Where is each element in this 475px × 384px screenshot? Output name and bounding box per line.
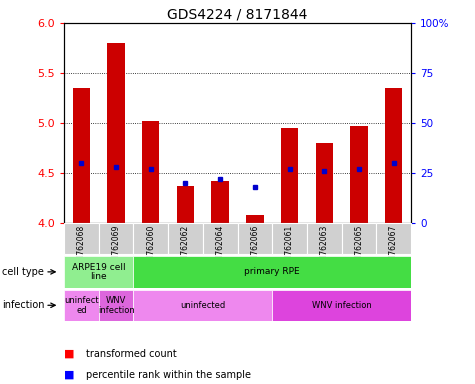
FancyBboxPatch shape: [99, 290, 133, 321]
Bar: [107, 43, 125, 223]
FancyBboxPatch shape: [307, 223, 342, 254]
Bar: [177, 186, 194, 223]
Bar: [281, 128, 298, 223]
Text: GSM762060: GSM762060: [146, 224, 155, 271]
FancyBboxPatch shape: [272, 223, 307, 254]
Text: GSM762062: GSM762062: [181, 224, 190, 271]
Text: GSM762065: GSM762065: [354, 224, 363, 271]
Bar: [315, 143, 333, 223]
Text: GSM762066: GSM762066: [250, 224, 259, 271]
FancyBboxPatch shape: [342, 223, 376, 254]
FancyBboxPatch shape: [376, 223, 411, 254]
FancyBboxPatch shape: [133, 223, 168, 254]
Text: GSM762067: GSM762067: [389, 224, 398, 271]
FancyBboxPatch shape: [64, 223, 99, 254]
Text: uninfect
ed: uninfect ed: [64, 296, 99, 314]
Text: WNV infection: WNV infection: [312, 301, 371, 310]
FancyBboxPatch shape: [238, 223, 272, 254]
FancyBboxPatch shape: [64, 256, 133, 288]
Text: infection: infection: [2, 300, 45, 310]
Bar: [246, 215, 264, 223]
FancyBboxPatch shape: [133, 290, 272, 321]
Text: GSM762064: GSM762064: [216, 224, 225, 271]
FancyBboxPatch shape: [203, 223, 238, 254]
FancyBboxPatch shape: [99, 223, 133, 254]
Bar: [73, 88, 90, 223]
Bar: [385, 88, 402, 223]
Text: GSM762063: GSM762063: [320, 224, 329, 271]
Text: primary RPE: primary RPE: [244, 267, 300, 276]
Bar: [350, 126, 368, 223]
Text: ARPE19 cell
line: ARPE19 cell line: [72, 263, 125, 281]
Text: GSM762068: GSM762068: [77, 224, 86, 271]
Text: ■: ■: [64, 349, 75, 359]
Text: ■: ■: [64, 370, 75, 380]
FancyBboxPatch shape: [272, 290, 411, 321]
Text: GSM762069: GSM762069: [112, 224, 121, 271]
Text: transformed count: transformed count: [86, 349, 176, 359]
Text: uninfected: uninfected: [180, 301, 226, 310]
Text: percentile rank within the sample: percentile rank within the sample: [86, 370, 250, 380]
FancyBboxPatch shape: [168, 223, 203, 254]
FancyBboxPatch shape: [64, 290, 99, 321]
Text: WNV
infection: WNV infection: [98, 296, 134, 314]
Bar: [211, 181, 229, 223]
Title: GDS4224 / 8171844: GDS4224 / 8171844: [167, 8, 308, 22]
Text: GSM762061: GSM762061: [285, 224, 294, 271]
Text: cell type: cell type: [2, 267, 44, 277]
FancyBboxPatch shape: [133, 256, 411, 288]
Bar: [142, 121, 160, 223]
